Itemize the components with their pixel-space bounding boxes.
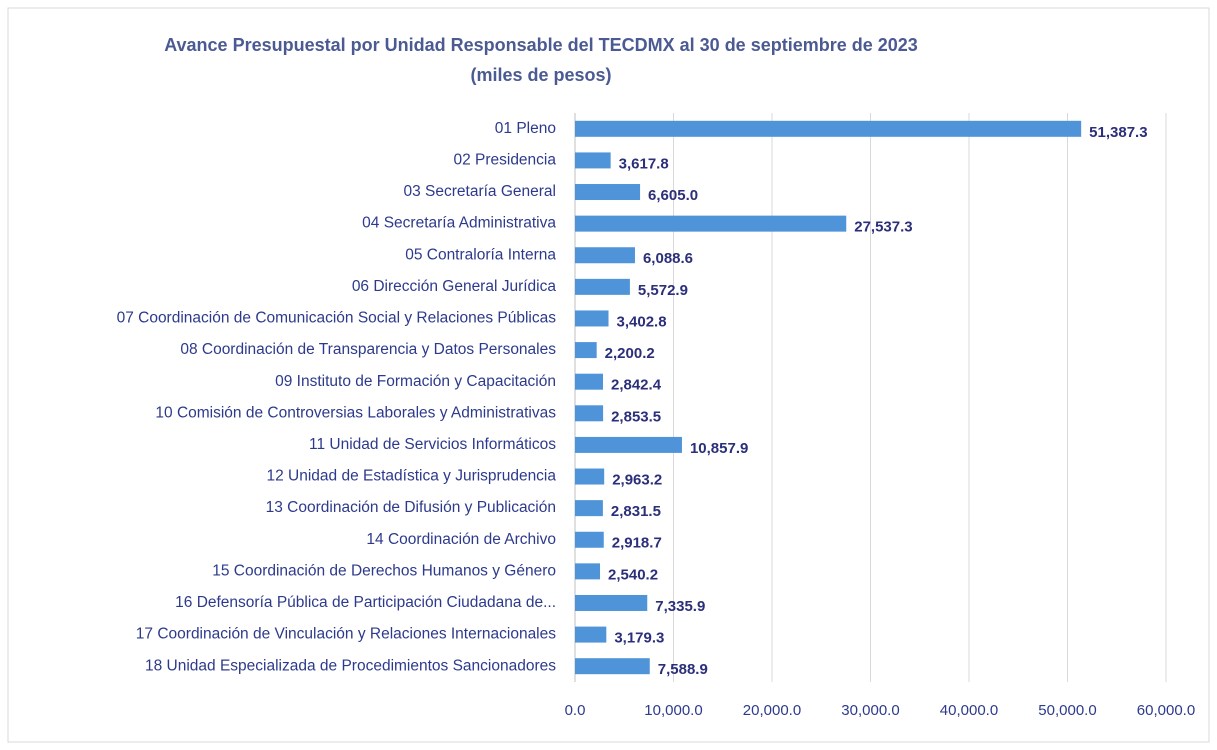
x-tick-label: 50,000.0 xyxy=(1038,702,1096,719)
bar xyxy=(575,436,682,453)
data-label: 2,918.7 xyxy=(612,535,662,552)
bar xyxy=(575,626,607,643)
bar xyxy=(575,468,605,485)
data-label: 51,387.3 xyxy=(1089,124,1147,141)
y-tick-label: 03 Secretaría General xyxy=(403,183,556,200)
bar xyxy=(575,405,604,422)
bar xyxy=(575,184,641,201)
bar xyxy=(575,152,611,169)
chart-title: Avance Presupuestal por Unidad Responsab… xyxy=(164,35,918,55)
x-tick-label: 0.0 xyxy=(565,702,586,719)
data-label: 2,200.2 xyxy=(605,345,655,362)
y-tick-label: 17 Coordinación de Vinculación y Relacio… xyxy=(136,626,556,643)
y-tick-label: 02 Presidencia xyxy=(453,152,556,169)
y-tick-label: 15 Coordinación de Derechos Humanos y Gé… xyxy=(212,562,556,579)
data-label: 2,831.5 xyxy=(611,503,661,520)
y-tick-label: 07 Coordinación de Comunicación Social y… xyxy=(117,310,557,327)
y-tick-label: 08 Coordinación de Transparencia y Datos… xyxy=(180,341,556,358)
data-label: 6,605.0 xyxy=(648,187,698,204)
bar xyxy=(575,247,635,264)
bar xyxy=(575,215,847,232)
bar xyxy=(575,500,603,517)
data-label: 5,572.9 xyxy=(638,282,688,299)
bar xyxy=(575,563,601,580)
x-tick-label: 30,000.0 xyxy=(841,702,899,719)
bar xyxy=(575,342,597,359)
data-label: 3,617.8 xyxy=(619,155,669,172)
y-tick-label: 09 Instituto de Formación y Capacitación xyxy=(275,373,556,390)
chart-subtitle: (miles de pesos) xyxy=(470,65,611,85)
y-tick-label: 14 Coordinación de Archivo xyxy=(366,531,556,548)
data-label: 2,853.5 xyxy=(611,408,661,425)
data-label: 6,088.6 xyxy=(643,250,693,267)
y-tick-label: 16 Defensoría Pública de Participación C… xyxy=(175,594,556,611)
bar xyxy=(575,120,1082,137)
y-tick-label: 01 Pleno xyxy=(495,120,556,137)
y-tick-label: 11 Unidad de Servicios Informáticos xyxy=(309,436,556,453)
y-tick-label: 04 Secretaría Administrativa xyxy=(362,215,556,232)
data-label: 2,842.4 xyxy=(611,377,662,394)
data-label: 2,963.2 xyxy=(612,471,662,488)
x-tick-label: 10,000.0 xyxy=(644,702,702,719)
x-tick-label: 60,000.0 xyxy=(1137,702,1195,719)
y-tick-label: 12 Unidad de Estadística y Jurisprudenci… xyxy=(267,468,557,485)
y-tick-label: 18 Unidad Especializada de Procedimiento… xyxy=(145,657,556,674)
data-label: 3,402.8 xyxy=(617,313,667,330)
bar xyxy=(575,594,648,611)
x-tick-label: 20,000.0 xyxy=(743,702,801,719)
data-label: 2,540.2 xyxy=(608,566,658,583)
y-tick-label: 13 Coordinación de Difusión y Publicació… xyxy=(266,499,556,516)
data-label: 27,537.3 xyxy=(854,219,912,236)
data-label: 7,588.9 xyxy=(658,661,708,678)
bar xyxy=(575,278,630,295)
bar xyxy=(575,310,609,327)
bar xyxy=(575,531,604,548)
bar xyxy=(575,658,650,675)
bar xyxy=(575,373,603,390)
y-tick-label: 05 Contraloría Interna xyxy=(405,246,556,263)
data-label: 10,857.9 xyxy=(690,440,748,457)
y-tick-label: 10 Comisión de Controversias Laborales y… xyxy=(155,404,556,421)
data-label: 3,179.3 xyxy=(614,630,664,647)
x-tick-label: 40,000.0 xyxy=(940,702,998,719)
data-label: 7,335.9 xyxy=(655,598,705,615)
y-tick-label: 06 Dirección General Jurídica xyxy=(352,278,557,295)
